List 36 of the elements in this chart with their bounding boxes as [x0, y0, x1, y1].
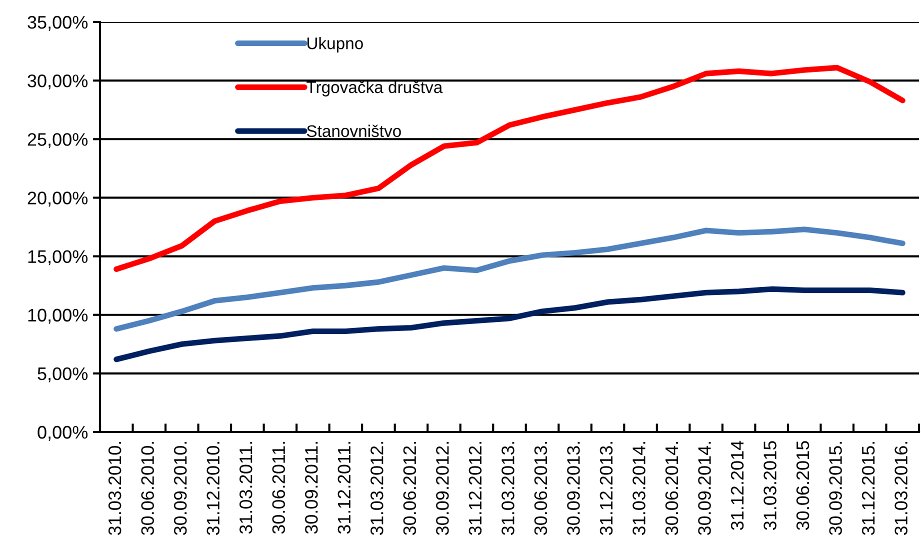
- y-tick-label: 15,00%: [28, 250, 88, 266]
- x-tick-label: 30.06.2014.: [665, 442, 678, 536]
- x-tick-label: 31.03.2010.: [108, 442, 122, 536]
- x-tick-label: 30.09.2010.: [174, 442, 187, 536]
- y-tick-label: 10,00%: [28, 308, 88, 324]
- x-tick-label: 30.06.2015: [796, 441, 810, 530]
- x-tick-label: 31.12.2015.: [862, 442, 875, 536]
- x-tick-label: 31.03.2011.: [239, 442, 252, 534]
- x-tick-label: 30.09.2014.: [698, 442, 711, 536]
- x-tick-label: 30.09.2013.: [567, 442, 580, 536]
- x-tick-label: 31.12.2013.: [600, 442, 613, 536]
- y-tick-label: 20,00%: [28, 192, 88, 207]
- y-tick-label: 35,00%: [28, 16, 88, 31]
- x-tick-label: 30.06.2010.: [141, 442, 154, 536]
- y-tick-label: 30,00%: [28, 74, 88, 90]
- x-tick-label: 31.03.2013.: [502, 442, 514, 536]
- x-tick-label: 31.03.2015: [764, 441, 776, 530]
- legend-label: Stanovništvo: [306, 124, 401, 138]
- x-tick-label: 30.09.2012.: [436, 442, 449, 536]
- x-tick-label: 30.06.2013.: [534, 442, 548, 536]
- x-tick-label: 31.03.2014.: [632, 442, 646, 536]
- x-tick-label: 31.12.2010.: [206, 442, 220, 536]
- x-tick-label: 30.06.2012.: [403, 442, 416, 536]
- legend-label: Ukupno: [307, 37, 363, 53]
- x-tick-label: 30.09.2015.: [829, 442, 842, 536]
- x-tick-label: 31.03.2012.: [370, 442, 384, 536]
- x-tick-label: 30.06.2011.: [272, 442, 286, 534]
- y-tick-label: 5,00%: [38, 367, 88, 382]
- x-tick-label: 30.09.2011.: [305, 442, 318, 534]
- legend-label: Trgovačka društva: [306, 80, 443, 96]
- x-tick-label: 31.12.2012.: [468, 442, 482, 536]
- x-tick-label: 31.12.2011.: [338, 442, 351, 534]
- x-tick-label: 31.03.2016.: [894, 442, 908, 536]
- y-tick-label: 25,00%: [28, 133, 88, 148]
- y-tick-label: 0,00%: [38, 426, 88, 441]
- x-tick-label: 31.12.2014: [730, 440, 744, 530]
